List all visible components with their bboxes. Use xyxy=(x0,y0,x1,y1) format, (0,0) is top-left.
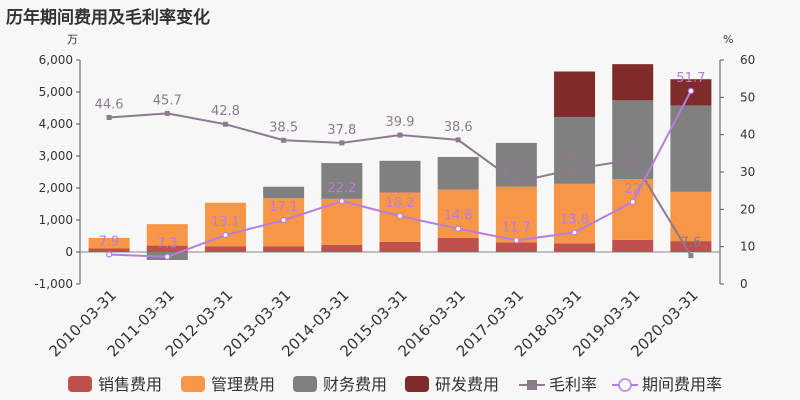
point-毛利率 xyxy=(164,110,170,116)
point-期间费用率 xyxy=(455,225,462,232)
data-label-毛利率: 38.5 xyxy=(269,120,298,135)
data-label-期间费用率: 17.1 xyxy=(269,200,298,215)
point-毛利率 xyxy=(688,253,694,259)
bar-管理费用 xyxy=(146,224,188,246)
point-期间费用率 xyxy=(629,198,636,205)
point-期间费用率 xyxy=(105,251,113,258)
point-毛利率 xyxy=(397,132,403,138)
legend-label-研发费用: 研发费用 xyxy=(435,375,499,394)
legend-label-管理费用: 管理费用 xyxy=(211,375,275,394)
bar-销售费用 xyxy=(670,241,712,252)
left-tick-label: 0 xyxy=(65,245,73,259)
point-毛利率 xyxy=(222,121,228,127)
point-毛利率 xyxy=(572,166,578,172)
legend-swatch-销售费用 xyxy=(68,376,92,392)
point-毛利率 xyxy=(281,137,287,143)
point-毛利率 xyxy=(513,179,519,185)
data-label-毛利率: 27.3 xyxy=(502,162,531,177)
right-tick-label: 10 xyxy=(740,240,755,254)
bar-销售费用 xyxy=(379,241,421,252)
chart-title: 历年期间费用及毛利率变化 xyxy=(6,8,210,28)
bar-财务费用 xyxy=(437,156,479,190)
point-期间费用率 xyxy=(338,198,345,205)
bar-财务费用 xyxy=(612,100,654,180)
data-label-毛利率: 38.6 xyxy=(444,120,473,135)
point-期间费用率 xyxy=(513,237,520,244)
data-label-毛利率: 42.8 xyxy=(211,104,240,119)
bar-销售费用 xyxy=(437,237,479,252)
bar-销售费用 xyxy=(146,245,188,252)
data-label-期间费用率: 7.9 xyxy=(99,235,120,250)
point-期间费用率 xyxy=(571,229,578,236)
data-label-毛利率: 37.8 xyxy=(327,123,356,138)
data-label-期间费用率: 22 xyxy=(624,182,641,197)
bar-销售费用 xyxy=(495,242,537,252)
left-tick-label: -1,000 xyxy=(34,277,73,291)
point-期间费用率 xyxy=(396,212,404,220)
left-tick-label: 4,000 xyxy=(39,117,73,131)
left-tick-label: 6,000 xyxy=(39,53,73,67)
data-label-期间费用率: 13.1 xyxy=(211,215,240,230)
data-label-毛利率: 39.9 xyxy=(386,115,415,130)
right-tick-label: 0 xyxy=(740,277,748,291)
left-axis-unit: 万 xyxy=(67,33,78,46)
left-tick-label: 2,000 xyxy=(39,181,73,195)
data-label-期间费用率: 18.2 xyxy=(386,196,415,211)
right-tick-label: 30 xyxy=(740,165,755,179)
bar-财务费用 xyxy=(379,160,421,193)
right-tick-label: 60 xyxy=(740,53,755,67)
bar-管理费用 xyxy=(88,237,130,249)
data-label-毛利率: 45.7 xyxy=(153,93,182,108)
bar-销售费用 xyxy=(554,243,596,252)
bar-财务费用 xyxy=(670,105,712,192)
left-tick-label: 5,000 xyxy=(39,85,73,99)
left-tick-label: 1,000 xyxy=(39,213,73,227)
bar-销售费用 xyxy=(88,248,130,252)
legend-marker-毛利率 xyxy=(527,380,537,390)
data-label-期间费用率: 7.3 xyxy=(157,237,178,252)
legend-swatch-研发费用 xyxy=(405,376,429,392)
left-tick-label: 3,000 xyxy=(39,149,73,163)
bar-财务费用 xyxy=(263,186,305,199)
bar-研发费用 xyxy=(612,64,654,101)
bar-销售费用 xyxy=(321,244,363,252)
legend-label-销售费用: 销售费用 xyxy=(98,375,162,394)
data-label-期间费用率: 14.8 xyxy=(444,209,473,224)
legend-swatch-财务费用 xyxy=(293,376,317,392)
point-期间费用率 xyxy=(222,231,229,239)
data-label-毛利率: 7.6 xyxy=(681,236,702,251)
point-期间费用率 xyxy=(687,87,695,95)
data-label-毛利率: 30.8 xyxy=(560,149,589,164)
bar-销售费用 xyxy=(612,239,654,252)
data-label-毛利率: 33.3 xyxy=(618,140,647,155)
legend-label-财务费用: 财务费用 xyxy=(323,375,387,394)
bar-管理费用 xyxy=(204,202,246,247)
right-tick-label: 20 xyxy=(740,202,755,216)
point-毛利率 xyxy=(106,114,112,120)
legend-label-期间费用率: 期间费用率 xyxy=(642,375,722,394)
right-tick-label: 50 xyxy=(740,90,755,104)
point-期间费用率 xyxy=(164,253,171,260)
legend-marker-期间费用率 xyxy=(618,378,632,392)
legend-label-毛利率: 毛利率 xyxy=(549,375,597,394)
data-label-期间费用率: 22.2 xyxy=(327,181,356,196)
bar-研发费用 xyxy=(554,71,596,117)
bar-销售费用 xyxy=(204,246,246,252)
right-tick-label: 40 xyxy=(740,128,755,142)
data-label-期间费用率: 13.8 xyxy=(560,212,589,227)
legend-swatch-管理费用 xyxy=(181,376,205,392)
point-期间费用率 xyxy=(280,217,287,224)
data-label-期间费用率: 11.7 xyxy=(502,220,531,235)
bar-销售费用 xyxy=(263,246,305,252)
point-毛利率 xyxy=(455,137,461,143)
bar-管理费用 xyxy=(495,186,537,243)
point-毛利率 xyxy=(630,157,636,163)
bar-财务费用 xyxy=(321,163,363,199)
point-毛利率 xyxy=(339,140,345,146)
data-label-期间费用率: 51.7 xyxy=(676,71,705,86)
data-label-毛利率: 44.6 xyxy=(95,97,124,112)
right-axis-unit: % xyxy=(723,33,733,46)
